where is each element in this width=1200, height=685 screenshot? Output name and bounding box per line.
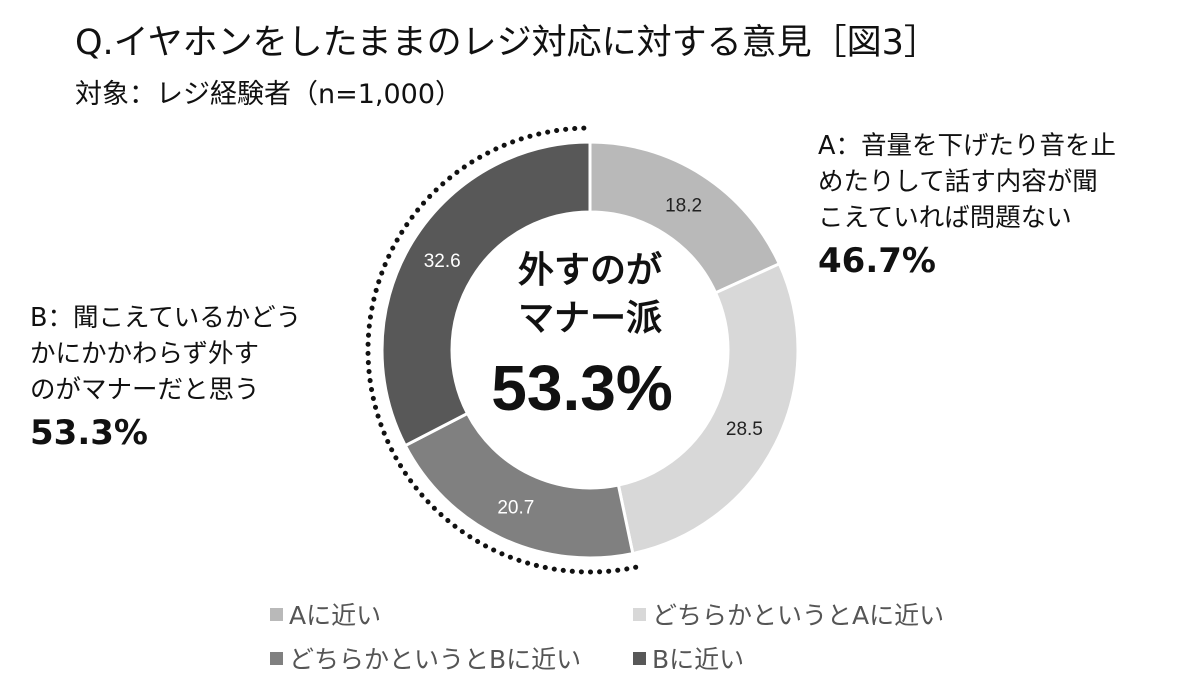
legend-item: Bに近い [633, 640, 744, 676]
slice-data-label: 20.7 [497, 497, 534, 518]
legend-item: どちらかというとAに近い [633, 596, 944, 632]
legend-swatch [633, 607, 646, 621]
group-b-text-line: かにかかわらず外す [30, 339, 259, 369]
center-label-line1: 外すのが [518, 250, 662, 291]
center-value: 53.3% [491, 352, 672, 424]
group-b-percent: 53.3% [30, 413, 148, 453]
legend-label: どちらかというとAに近い [652, 601, 945, 630]
group-a-text-line: めたりして話す内容が聞 [818, 167, 1098, 197]
donut-slice [403, 411, 635, 560]
slice-data-label: 18.2 [665, 196, 702, 217]
group-a-label: A：音量を下げたり音を止 めたりして話す内容が聞 こえていれば問題ない 46.7… [818, 128, 1116, 284]
center-label-line2: マナー派 [518, 298, 662, 339]
group-b-text-line: のがマナーだと思う [30, 375, 260, 405]
group-b-dotted-bracket [365, 125, 639, 575]
legend-item: どちらかというとBに近い [270, 640, 581, 676]
legend-swatch [270, 651, 283, 665]
legend-label: Bに近い [652, 645, 745, 674]
group-a-text-line: こえていれば問題ない [818, 203, 1072, 233]
donut-slice [616, 261, 800, 556]
donut-slice [380, 140, 592, 448]
legend-label: どちらかというとBに近い [289, 645, 582, 674]
legend-item: Aに近い [270, 596, 381, 632]
legend-label: Aに近い [289, 601, 382, 630]
slice-data-label: 28.5 [726, 419, 763, 440]
group-a-percent: 46.7% [818, 241, 936, 281]
legend-swatch [270, 607, 283, 621]
slice-data-label: 32.6 [424, 251, 461, 272]
group-b-label: B：聞こえているかどう かにかかわらず外す のがマナーだと思う 53.3% [30, 300, 301, 456]
group-b-text-line: B：聞こえているかどう [30, 303, 302, 333]
chart-title: Q.イヤホンをしたままのレジ対応に対する意見［図3］ [75, 23, 939, 63]
group-a-text-line: A：音量を下げたり音を止 [818, 131, 1116, 161]
legend-swatch [633, 651, 646, 665]
chart-subtitle: 対象：レジ経験者（n=1,000） [75, 79, 463, 110]
